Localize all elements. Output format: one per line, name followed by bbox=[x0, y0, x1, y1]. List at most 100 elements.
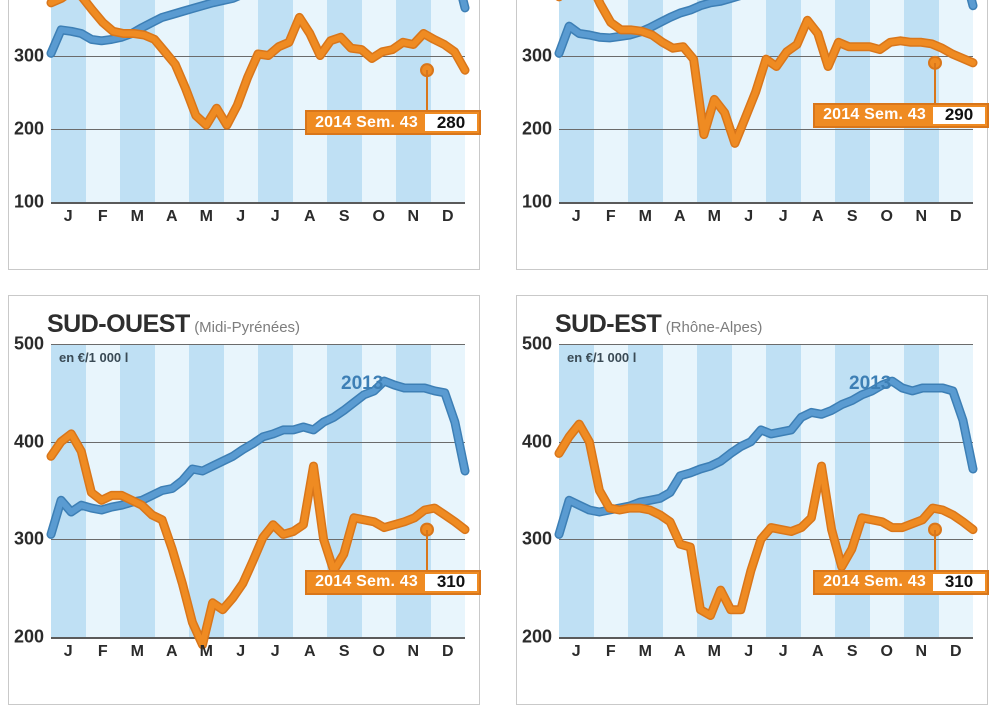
gridline bbox=[559, 441, 973, 443]
x-axis-tick-label: S bbox=[338, 208, 350, 225]
callout-sud-ouest[interactable]: 2014 Sem. 43 310 bbox=[305, 569, 481, 595]
series-outline-2014 bbox=[46, 429, 470, 650]
x-axis-tick-label: J bbox=[778, 208, 788, 225]
gridline bbox=[51, 202, 465, 204]
region-subtitle: (Rhône-Alpes) bbox=[665, 319, 763, 336]
series-lines bbox=[46, 376, 470, 650]
month-stripe bbox=[662, 0, 697, 202]
x-axis-tick-label: J bbox=[236, 208, 246, 225]
gridline bbox=[51, 128, 465, 130]
gridline bbox=[559, 202, 973, 204]
region-name: SUD-OUEST bbox=[47, 310, 190, 338]
month-stripe bbox=[904, 0, 939, 202]
unit-label: en €/1 000 l bbox=[59, 350, 129, 365]
series-line-2014 bbox=[48, 0, 468, 129]
x-axis-tick-label: M bbox=[707, 643, 721, 660]
chart-panel-sud-est: SUD-EST (Rhône-Alpes) en €/1 000 l 200 30… bbox=[516, 295, 989, 705]
series-lines bbox=[554, 376, 978, 620]
x-axis-tick-label: J bbox=[571, 208, 581, 225]
month-stripe bbox=[766, 0, 801, 202]
chart-panel-sud-ouest: SUD-OUEST (Midi-Pyrénées) en €/1 000 l 2… bbox=[8, 295, 481, 705]
x-axis-tick-label: A bbox=[673, 208, 686, 225]
callout-sud-est[interactable]: 2014 Sem. 43 310 bbox=[813, 569, 989, 595]
x-axis-tick-label: D bbox=[949, 643, 962, 660]
x-axis-tick-label: J bbox=[236, 643, 246, 660]
region-subtitle: (Midi-Pyrénées) bbox=[194, 319, 301, 336]
series-outline-2013 bbox=[46, 376, 470, 539]
unit-label: en €/1 000 l bbox=[567, 350, 637, 365]
gridline bbox=[559, 344, 973, 345]
x-axis-tick-label: A bbox=[165, 643, 178, 660]
x-axis-tick-label: M bbox=[130, 208, 144, 225]
callout-value: 310 bbox=[933, 572, 985, 591]
y-axis-tick-label: 300 bbox=[13, 45, 44, 65]
legend-2013: 2013 bbox=[849, 373, 892, 395]
x-axis-tick-label: A bbox=[673, 643, 686, 660]
x-axis-tick-label: N bbox=[915, 643, 928, 660]
callout-leader bbox=[426, 70, 428, 111]
callout-nord-ouest[interactable]: 2014 Sem. 43 280 bbox=[305, 110, 481, 136]
x-axis-tick-label: A bbox=[303, 643, 316, 660]
month-stripe bbox=[361, 0, 396, 202]
callout-leader bbox=[934, 62, 936, 103]
x-axis-tick-label: A bbox=[811, 208, 824, 225]
y-axis-tick-label: 300 bbox=[521, 528, 552, 549]
x-axis-tick-label: M bbox=[638, 643, 652, 660]
callout-text: 2014 Sem. 43 bbox=[315, 573, 418, 591]
month-stripe bbox=[869, 0, 904, 202]
x-axis-tick-label: J bbox=[778, 643, 788, 660]
x-axis-tick-label: S bbox=[846, 208, 858, 225]
plot-area-nord-est: en €/1 000 l 100200300400500 2013 JFMAMJ… bbox=[522, 0, 989, 225]
x-axis-tick-label: A bbox=[165, 208, 178, 225]
month-stripe bbox=[327, 0, 362, 202]
series-lines bbox=[46, 0, 470, 130]
x-axis-tick-label: A bbox=[303, 208, 316, 225]
series-line-2013 bbox=[556, 0, 976, 57]
x-axis-tick-label: M bbox=[199, 208, 213, 225]
x-axis-tick-label: M bbox=[199, 643, 213, 660]
x-axis-tick-label: A bbox=[811, 643, 824, 660]
callout-value: 280 bbox=[425, 113, 477, 132]
chart-title-sud-est: SUD-EST (Rhône-Alpes) bbox=[555, 310, 762, 339]
callout-leader bbox=[934, 529, 936, 570]
plot-area-sud-est: en €/1 000 l 200 300 400 500 2013 J F M A M J J A S… bbox=[522, 334, 989, 660]
x-axis-tick-label: N bbox=[407, 208, 420, 225]
x-axis-tick-label: D bbox=[441, 643, 454, 660]
x-axis-tick-label: M bbox=[707, 208, 721, 225]
x-axis-tick-label: N bbox=[407, 643, 420, 660]
x-axis-tick-label: J bbox=[270, 208, 280, 225]
x-axis-tick-label: J bbox=[270, 643, 280, 660]
y-axis-tick-label: 500 bbox=[13, 333, 44, 354]
chart-panel-nord-est: NORD-EST (Lorraine) en €/1 000 l 1002003… bbox=[516, 0, 989, 270]
x-axis-tick-label: J bbox=[63, 643, 73, 660]
callout-value: 310 bbox=[425, 572, 477, 591]
x-axis-tick-label: F bbox=[605, 643, 616, 660]
callout-text: 2014 Sem. 43 bbox=[315, 113, 418, 131]
x-axis-tick-label: D bbox=[949, 208, 962, 225]
x-axis-tick-label: S bbox=[846, 643, 858, 660]
x-axis-tick-label: F bbox=[605, 208, 616, 225]
y-axis-tick-label: 200 bbox=[521, 626, 552, 647]
callout-leader bbox=[426, 529, 428, 570]
callout-text: 2014 Sem. 43 bbox=[823, 106, 926, 124]
plot-area-sud-ouest: en €/1 000 l 200 300 400 500 2013 J F M A M J J A S… bbox=[14, 334, 481, 660]
gridline bbox=[51, 344, 465, 345]
callout-text: 2014 Sem. 43 bbox=[823, 573, 926, 591]
series-line-2014 bbox=[595, 0, 976, 147]
month-stripe bbox=[430, 0, 465, 202]
x-axis-tick-label: F bbox=[97, 208, 108, 225]
y-axis-tick-label: 100 bbox=[521, 191, 552, 212]
gridline bbox=[559, 128, 973, 130]
y-axis-tick-label: 500 bbox=[521, 333, 552, 354]
x-axis-tick-label: J bbox=[744, 643, 754, 660]
y-axis-tick-label: 200 bbox=[13, 626, 44, 647]
x-axis-tick-label: S bbox=[338, 643, 350, 660]
month-stripe bbox=[835, 0, 870, 202]
x-axis-tick-label: J bbox=[63, 208, 73, 225]
series-line-2014 bbox=[556, 421, 976, 619]
callout-nord-est[interactable]: 2014 Sem. 43 290 bbox=[813, 102, 989, 128]
x-axis-tick-label: F bbox=[97, 643, 108, 660]
